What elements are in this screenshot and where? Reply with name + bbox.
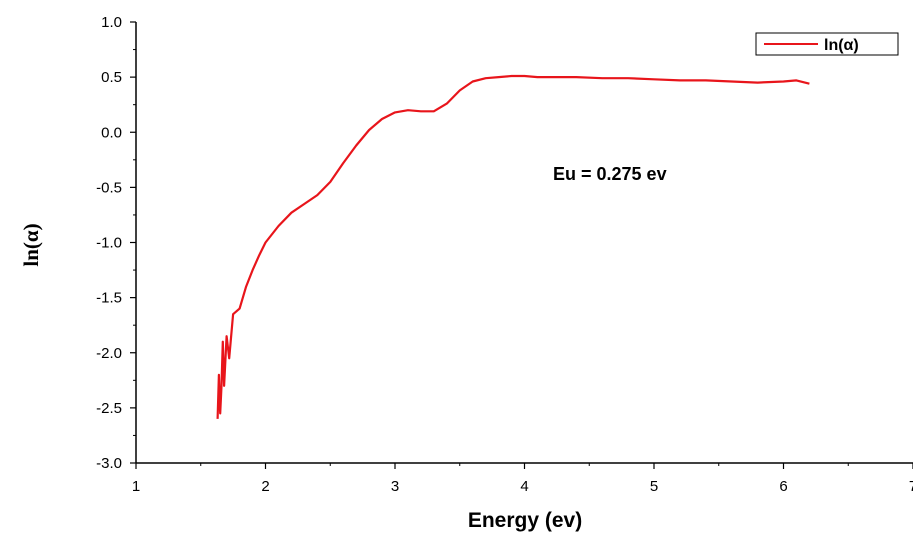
y-tick-label: 0.0 — [101, 124, 122, 141]
x-tick-label: 5 — [650, 478, 658, 495]
y-tick-label: -1.0 — [96, 235, 122, 252]
y-tick-label: -3.0 — [96, 455, 122, 472]
y-axis-title: ln(α) — [19, 223, 43, 266]
legend-box — [755, 32, 899, 56]
y-tick-label: 1.0 — [101, 14, 122, 31]
series-line — [216, 74, 810, 419]
x-tick-label: 6 — [779, 478, 787, 495]
y-tick-label: -2.5 — [96, 400, 122, 417]
x-tick-label: 4 — [520, 478, 528, 495]
annotation-eu: Eu = 0.275 ev — [553, 164, 667, 184]
x-tick-label: 7 — [909, 478, 913, 495]
y-tick-label: -2.0 — [96, 345, 122, 362]
legend: ln(α) — [755, 32, 899, 56]
y-tick-label: -1.5 — [96, 290, 122, 307]
x-tick-label: 3 — [391, 478, 399, 495]
x-tick-label: 2 — [261, 478, 269, 495]
x-axis-title: Energy (ev) — [468, 509, 582, 532]
y-tick-label: -0.5 — [96, 179, 122, 196]
y-tick-label: 0.5 — [101, 69, 122, 86]
axes: 1 2 3 4 5 6 7 1.0 0.5 0.0 -0.5 -1.0 -1.5 -2.0 -2.5 -3.0 — [96, 14, 913, 495]
plot-area — [216, 74, 810, 419]
x-tick-label: 1 — [132, 478, 140, 495]
legend-label: ln(α) — [824, 37, 859, 54]
